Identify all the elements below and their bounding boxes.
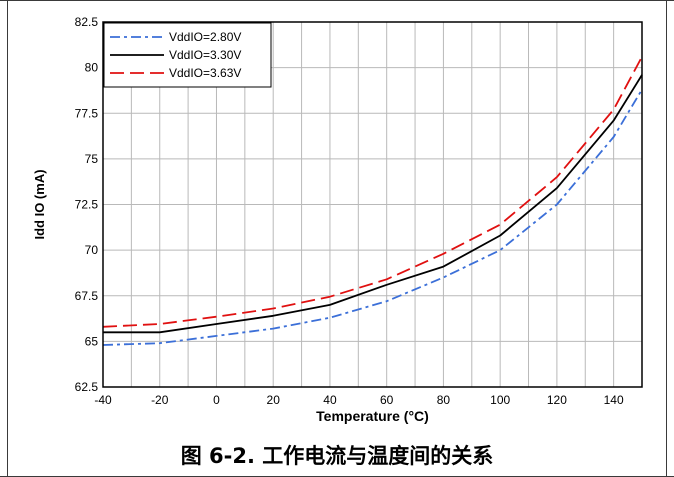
- x-tick-label: 140: [604, 393, 624, 407]
- legend: VddIO=2.80V VddIO=3.30V VddIO=3.63V: [103, 22, 272, 88]
- x-axis-label: Temperature (°C): [316, 408, 429, 424]
- frame-top-border: [0, 0, 674, 1]
- x-tick-label: 80: [437, 393, 451, 407]
- x-tick-label: 20: [267, 393, 281, 407]
- y-tick-label: 72.5: [75, 198, 99, 212]
- legend-label-3: VddIO=3.63V: [169, 66, 241, 80]
- series-line-1: [102, 89, 643, 346]
- y-tick-label: 62.5: [75, 380, 99, 394]
- x-tick-label: -40: [94, 393, 112, 407]
- y-tick-label: 70: [85, 243, 99, 257]
- y-tick-label: 65: [85, 334, 99, 348]
- chart: -40 -20 0 20 40 60 80 100 120 140 62.5 65 67.5 70 72.5…: [32, 15, 643, 424]
- y-tick-label: 82.5: [75, 15, 99, 29]
- x-tick-label: 40: [323, 393, 337, 407]
- tick-labels: -40 -20 0 20 40 60 80 100 120 140 62.5 65 67.5 70 72.5…: [75, 15, 624, 407]
- grid: [103, 22, 642, 387]
- series-line-2: [103, 74, 643, 334]
- plot-border: [102, 21, 643, 388]
- frame-left-border: [7, 0, 8, 477]
- x-tick-label: -20: [151, 393, 169, 407]
- x-tick-label: 60: [380, 393, 394, 407]
- y-tick-label: 67.5: [75, 289, 99, 303]
- series-line-3: [102, 56, 643, 328]
- y-tick-label: 77.5: [75, 106, 99, 120]
- y-axis-label: Idd IO (mA): [32, 169, 47, 239]
- series-layer: [102, 56, 643, 346]
- figure-caption: 图 6-2. 工作电流与温度间的关系: [180, 444, 494, 468]
- y-tick-label: 75: [85, 152, 99, 166]
- x-tick-label: 120: [547, 393, 567, 407]
- y-tick-label: 80: [85, 61, 99, 75]
- legend-label-2: VddIO=3.30V: [169, 48, 241, 62]
- x-tick-label: 0: [213, 393, 220, 407]
- legend-label-1: VddIO=2.80V: [169, 30, 241, 44]
- x-tick-label: 100: [490, 393, 510, 407]
- frame-right-border: [666, 0, 667, 477]
